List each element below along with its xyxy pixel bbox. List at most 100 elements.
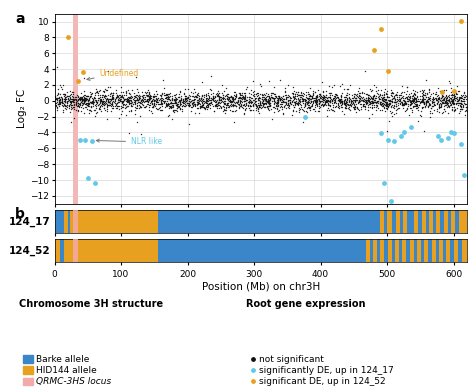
Point [410, 95, 418, 102]
Point [345, 95, 352, 101]
Point [343, 103, 350, 109]
Point [222, 102, 229, 108]
Point [406, 101, 414, 108]
Point [231, 93, 238, 100]
Point [364, 94, 372, 100]
Point [136, 103, 144, 109]
Point [375, 96, 383, 102]
Point [85, 107, 93, 113]
Point [184, 95, 192, 101]
Point [250, 100, 258, 106]
Point [102, 100, 109, 106]
Point [375, 93, 383, 99]
Point [335, 97, 343, 104]
Point [313, 98, 321, 104]
Point [430, 96, 438, 102]
Point [59, 86, 66, 93]
Point [64, 93, 72, 99]
Point [163, 94, 170, 100]
Point [245, 98, 253, 104]
Point [70, 94, 77, 100]
Point [286, 99, 294, 106]
Point [63, 102, 71, 108]
Point [166, 102, 174, 109]
Point [254, 93, 261, 99]
Point [63, 103, 70, 109]
Point [225, 100, 232, 107]
Point [200, 91, 208, 98]
Point [392, 99, 399, 106]
Point [221, 110, 229, 117]
Point [132, 94, 139, 100]
Point [401, 100, 409, 106]
Point [245, 93, 253, 100]
Point [316, 104, 324, 110]
Point [127, 90, 134, 97]
Point [165, 91, 173, 97]
Point [59, 103, 66, 109]
Point [246, 94, 254, 100]
Point [410, 103, 418, 109]
Point [450, 92, 457, 98]
Point [185, 102, 192, 108]
Point [313, 102, 320, 109]
Point [277, 102, 284, 109]
Point [343, 102, 350, 109]
Point [366, 95, 374, 102]
Point [67, 104, 74, 110]
Point [284, 100, 292, 106]
Point [353, 93, 361, 99]
Point [70, 96, 77, 102]
Point [219, 92, 227, 98]
Point [311, 103, 319, 109]
Point [312, 99, 319, 106]
Point [179, 98, 187, 104]
Point [343, 94, 351, 100]
Point [264, 103, 272, 109]
Point [388, 109, 395, 115]
Point [270, 104, 278, 110]
Point [246, 97, 254, 103]
Point [458, 95, 465, 101]
Point [54, 86, 62, 92]
Bar [388, 239, 392, 262]
Point [206, 102, 214, 108]
Point [88, 98, 96, 104]
Point [331, 94, 338, 100]
Point [99, 98, 107, 104]
Point [241, 93, 248, 99]
Point [179, 106, 186, 112]
Point [193, 92, 201, 98]
Point [306, 103, 313, 109]
Point [162, 103, 169, 109]
Point [408, 93, 416, 99]
Point [393, 106, 401, 112]
Point [94, 109, 101, 115]
Point [462, 104, 469, 110]
Point [457, 97, 465, 104]
Point [189, 93, 196, 100]
Point [117, 105, 124, 111]
Point [390, 103, 398, 109]
Point [121, 96, 128, 102]
Point [280, 93, 287, 100]
Point [128, 97, 135, 104]
Point [454, 98, 461, 104]
Point [364, 100, 371, 106]
Point [349, 104, 356, 110]
Point [220, 104, 228, 111]
Point [335, 105, 342, 111]
Point [71, 106, 78, 113]
Point [74, 102, 82, 108]
Point [256, 100, 264, 106]
Point [277, 101, 285, 107]
Point [107, 96, 115, 102]
Point [429, 99, 437, 105]
Point [163, 90, 170, 97]
Point [120, 97, 128, 103]
Point [59, 97, 66, 103]
Point [195, 110, 203, 116]
Point [167, 99, 174, 106]
Point [426, 87, 433, 93]
Point [74, 108, 82, 114]
